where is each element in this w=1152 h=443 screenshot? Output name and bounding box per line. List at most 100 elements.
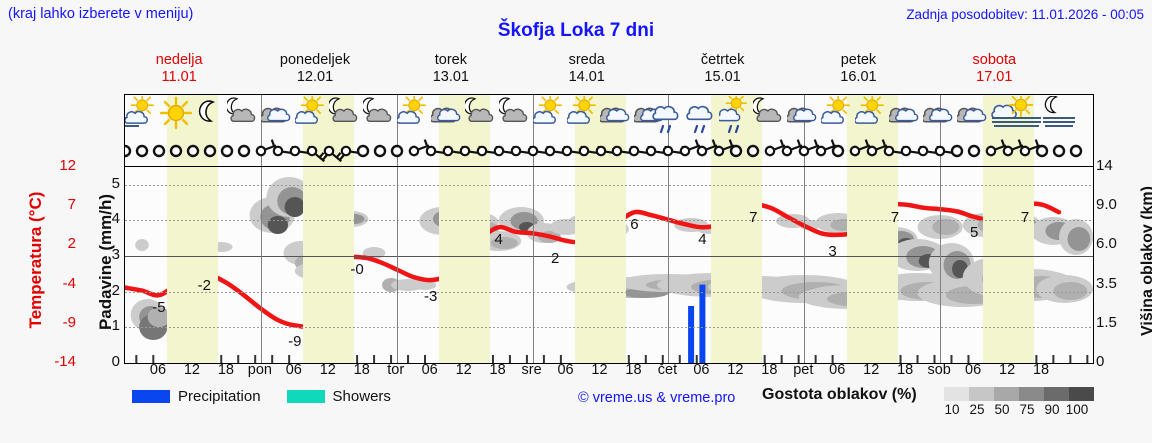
day-date: 15.01: [704, 69, 741, 85]
wind-calm-icon: [193, 138, 227, 164]
wind-calm-icon: [821, 138, 855, 164]
sun-cloud-rain-icon: [719, 96, 753, 136]
day-gridline: [396, 95, 398, 137]
wind-barb-icon: [787, 138, 821, 164]
time-tick-label: pon: [247, 362, 272, 378]
hour-base-tick: [525, 355, 528, 363]
temperature-tick-label: -4: [62, 275, 76, 292]
value-gridline: [125, 256, 1093, 257]
meteogram-plot: -5 -2 -9 -0 -3 4 2 6 4 7 3 7 5 7: [124, 166, 1094, 364]
legend-label: Showers: [332, 388, 391, 406]
hour-base-tick: [1052, 355, 1055, 363]
day-name: torek: [434, 52, 467, 68]
time-tick-label: 06: [421, 362, 438, 378]
precipitation-tick-label: 5: [111, 175, 120, 192]
time-tick-label: 18: [489, 362, 506, 378]
wind-barb-band: [124, 136, 1094, 166]
hour-base-tick: [373, 355, 376, 363]
location-menu-hint[interactable]: (kraj lahko izberete v meniju): [8, 6, 194, 22]
wind-barb-icon: [974, 138, 1008, 164]
cloud-density-blob: [135, 239, 149, 251]
time-tick-label: 18: [761, 362, 778, 378]
wind-calm-icon: [142, 138, 176, 164]
hour-base-tick: [950, 355, 953, 363]
day-header-torek: torek 13.01: [382, 52, 520, 86]
day-name: nedelja: [155, 52, 203, 68]
precipitation-tick-label: 4: [111, 210, 120, 227]
legend-item: Showers: [286, 388, 391, 406]
time-tick-label: 12: [727, 362, 744, 378]
hour-base-tick: [356, 355, 359, 363]
hour-base-tick: [644, 355, 647, 363]
last-update-label: Zadnja posodobitev: 11.01.2026 - 00:05: [906, 7, 1144, 22]
value-gridline: [125, 220, 1093, 221]
day-name: petek: [840, 52, 877, 68]
temperature-value-label: 6: [630, 216, 639, 234]
hour-base-tick: [390, 355, 393, 363]
time-tick-label: 18: [217, 362, 234, 378]
wind-calm-icon: [176, 138, 210, 164]
hour-base-tick: [831, 355, 834, 363]
day-date: 14.01: [568, 69, 605, 85]
temperature-tick-label: -9: [62, 314, 76, 331]
time-tick-label: 12: [455, 362, 472, 378]
hour-base-tick: [135, 355, 138, 363]
density-tick-label: 50: [994, 402, 1010, 417]
moon-cloud-icon: [464, 96, 499, 136]
cloud-density-blob: [932, 219, 960, 235]
precipitation-bar: [688, 305, 695, 363]
temperature-value-label: 4: [494, 231, 503, 249]
day-header-ponedeljek: ponedeljek 12.01: [246, 52, 384, 86]
hour-base-tick: [899, 355, 902, 363]
density-scale-swatch: [1069, 387, 1094, 401]
wind-calm-icon: [1025, 138, 1059, 164]
density-tick-label: 10: [944, 402, 960, 417]
time-tick-label: 06: [693, 362, 710, 378]
hour-base-tick: [508, 355, 511, 363]
hour-base-tick: [763, 355, 766, 363]
cloud-height-tick-label: 3.5: [1096, 275, 1117, 292]
sun-cloud-icon: [855, 96, 889, 136]
day-header-sreda: sreda 14.01: [518, 52, 656, 86]
cloud-height-tick-label: 6.0: [1096, 235, 1117, 252]
wind-calm-icon: [736, 138, 770, 164]
credit-label[interactable]: © vreme.us & vreme.pro: [578, 390, 736, 406]
cloud-height-axis-title-text: Višina oblakov (km): [1139, 186, 1152, 336]
daylight-band: [846, 167, 898, 363]
hour-base-tick: [1086, 355, 1089, 363]
cloud-density-blob: [1067, 227, 1091, 251]
time-tick-label: 06: [557, 362, 574, 378]
hour-base-tick: [542, 355, 545, 363]
weather-icon-band: [124, 94, 1094, 137]
cloud-icon: [923, 96, 957, 136]
time-tick-label: 06: [149, 362, 167, 378]
wind-calm-icon: [940, 138, 974, 164]
cloud-icon: [787, 96, 821, 136]
day-gridline: [804, 167, 806, 363]
cloud-rain-icon: [651, 96, 685, 136]
precipitation-legend: Precipitation Showers: [132, 388, 417, 410]
moon-cloud-icon: [362, 96, 397, 136]
moon-cloud-icon: [328, 96, 363, 136]
time-tick-label: 18: [625, 362, 642, 378]
wind-barb-icon: [685, 138, 719, 164]
sun-cloud-icon: [125, 96, 159, 136]
day-gridline: [260, 167, 262, 363]
day-header-sobota: sobota 17.01: [925, 52, 1063, 86]
time-tick-label: 12: [863, 362, 880, 378]
temperature-axis-ticks: 12 7 2 -4 -9 -14: [30, 157, 76, 370]
hour-base-tick: [254, 355, 257, 363]
cloud-icon: [600, 96, 634, 136]
day-name: ponedeljek: [279, 52, 351, 68]
cloud-density-color-scale: [944, 387, 1094, 401]
day-header-četrtek: četrtek 15.01: [653, 52, 791, 86]
cloud-height-tick-label: 1.5: [1096, 314, 1117, 331]
time-tick-label: 12: [591, 362, 608, 378]
wind-calm-icon: [159, 138, 193, 164]
time-tick-label: 06: [965, 362, 982, 378]
temperature-value-label: 2: [551, 250, 560, 268]
hour-base-tick: [424, 355, 427, 363]
daylight-band: [439, 167, 491, 363]
cloud-rain-icon: [685, 96, 719, 136]
density-scale-swatch: [944, 387, 969, 401]
